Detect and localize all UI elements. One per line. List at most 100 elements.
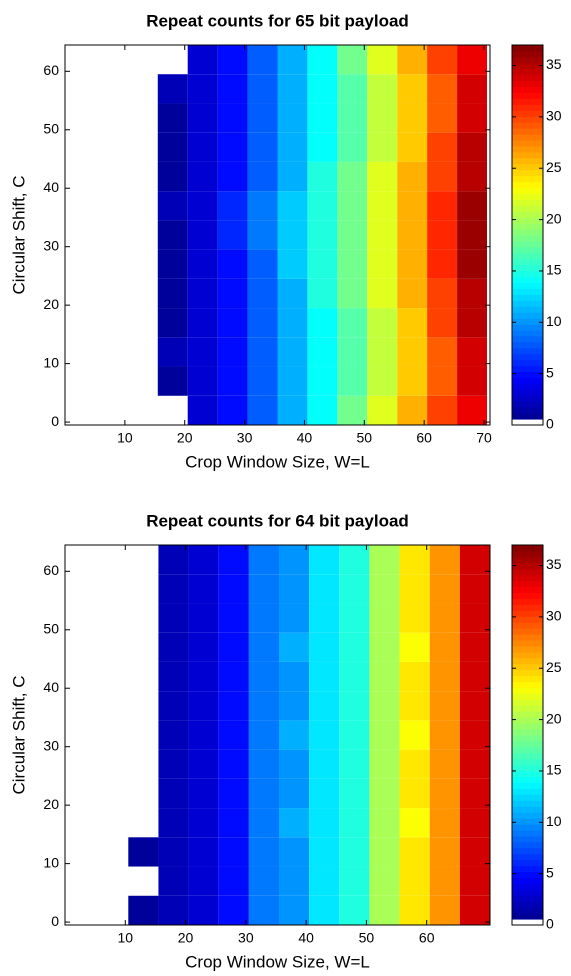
heatmap-cell [429,866,460,896]
colorbar-segment [512,711,543,718]
heatmap-cell [279,808,310,838]
heatmap-cell [218,778,249,809]
colorbar-segment [512,889,543,896]
y-tick-label: 0 [51,413,59,429]
heatmap-cell [218,720,249,750]
heatmap-cell [187,366,218,396]
colorbar-segment [512,681,543,688]
colorbar-segment [512,830,543,837]
y-tick-label: 20 [43,796,59,812]
y-tick-label: 10 [43,354,59,370]
heatmap-cell [397,74,428,104]
heatmap-cell [367,132,398,162]
colorbar-segment [512,758,543,766]
heatmap-cell [218,895,249,925]
heatmap-cell [337,249,368,279]
heatmap-cell [248,778,280,809]
heatmap-cell [339,574,370,604]
colorbar-segment [512,140,543,147]
colorbar-segment [512,788,543,795]
y-tick-label: 40 [43,179,59,195]
colorbar-segment [512,556,543,564]
colorbar-segment [512,240,543,248]
heatmap-cell [367,366,398,396]
colorbar-segment [512,580,543,588]
colorbar-segment [512,359,543,367]
heatmap-cell [427,74,458,104]
colorbar-segment [512,193,543,200]
heatmap-cell [367,395,398,425]
heatmap-cell [459,837,490,867]
colorbar-segment [512,729,543,736]
heatmap-cell [427,45,458,75]
heatmap-cell [369,632,400,662]
colorbar-tick-label: 25 [546,659,562,675]
heatmap-cell [459,720,490,750]
heatmap-cell [369,661,400,692]
heatmap-cell [279,866,310,896]
colorbar-tick-label: 25 [546,159,562,175]
heatmap-cell [309,632,340,662]
colorbar-segment [512,651,543,659]
heatmap-cell [309,808,340,838]
y-axis-label: Circular Shift, C [9,675,28,794]
heatmap-cell [399,691,430,721]
heatmap-cell [188,895,219,925]
heatmap-cell [277,249,308,279]
chart-title: Repeat counts for 64 bit payload [146,511,409,530]
heatmap-cell [367,103,398,133]
heatmap-cell [158,603,189,633]
colorbar-tick-label: 35 [546,56,562,72]
colorbar-segment [512,586,543,593]
colorbar-segment [512,740,543,748]
heatmap-cell [188,632,219,662]
colorbar-segment [512,104,543,111]
colorbar-segment [512,604,543,611]
colorbar-segment [512,341,543,349]
heatmap-cell [429,837,460,867]
heatmap-cell [339,837,370,867]
heatmap-cell [157,220,188,250]
heatmap-cell [367,191,398,221]
y-tick-label: 10 [43,854,59,870]
heatmap-cell [457,103,488,133]
heatmap-cell [339,808,370,838]
colorbar-segment [512,92,543,99]
heatmap-cell [248,574,280,604]
heatmap-cell [188,545,219,575]
heatmap-cell [248,866,280,896]
heatmap-cell [309,866,340,896]
heatmap-cell [128,837,159,867]
heatmap-cell [187,395,218,425]
colorbar-segment [512,562,543,570]
heatmap-cell [158,778,189,809]
heatmap-cell [247,191,278,221]
heatmap-cell [158,749,189,779]
heatmap-cell [248,808,280,838]
heatmap-cell [459,808,490,838]
colorbar-segment [512,853,543,861]
colorbar-segment [512,324,543,331]
heatmap-cell [399,866,430,896]
colorbar-frame [511,544,544,926]
heatmap-cell [427,249,458,279]
colorbar-segment [512,782,543,789]
heatmap-cell [248,691,280,721]
y-axis-label: Circular Shift, C [9,175,28,294]
colorbar-tick-label: 15 [546,262,562,278]
heatmap-cell [279,661,310,692]
colorbar-segment [512,663,543,671]
heatmap-cell [459,749,490,779]
heatmap-cell [307,366,338,396]
heatmap-cell [277,366,308,396]
colorbar-segment [512,401,543,408]
heatmap-cell [459,574,490,604]
heatmap-cell [367,161,398,192]
colorbar-segment [512,746,543,754]
heatmap-cell [279,778,310,809]
heatmap-cell [457,308,488,338]
colorbar-tick-label: 5 [546,864,554,880]
heatmap-cell [279,603,310,633]
x-tick-label: 20 [177,430,193,446]
